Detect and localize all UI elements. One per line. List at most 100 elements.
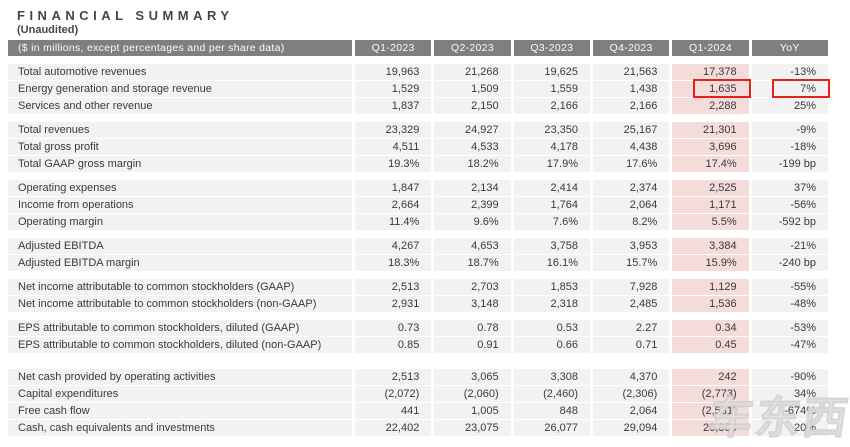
table-row: Total GAAP gross margin 19.3% 18.2% 17.9% 17… [8, 156, 828, 172]
cell: 8.2% [593, 214, 670, 230]
row-label: EPS attributable to common stockholders,… [8, 320, 352, 336]
cell: -21% [751, 238, 828, 254]
cell: 17.6% [593, 156, 670, 172]
row-label: Operating margin [8, 214, 352, 230]
table-row: Operating margin 11.4% 9.6% 7.6% 8.2% 5.5% -59… [8, 214, 828, 230]
page-subtitle: (Unaudited) [17, 24, 79, 36]
row-label: Total revenues [8, 122, 352, 138]
cell: 0.66 [513, 337, 590, 353]
cell: -18% [751, 139, 828, 155]
cell: 7% [751, 79, 830, 98]
cell: 2,374 [593, 180, 670, 196]
cell: -592 bp [751, 214, 828, 230]
cell: 26,077 [513, 420, 590, 436]
cell: (2,060) [434, 386, 511, 402]
cell: 4,533 [434, 139, 511, 155]
cell: 0.78 [434, 320, 511, 336]
table-row: Adjusted EBITDA margin 18.3% 18.7% 16.1% 15.… [8, 255, 828, 271]
cell: -9% [751, 122, 828, 138]
cell: 29,094 [593, 420, 670, 436]
cell: 4,267 [355, 238, 432, 254]
table-header-row: ($ in millions, except percentages and p… [8, 40, 828, 56]
table-row: Income from operations 2,664 2,399 1,764 2,0… [8, 197, 828, 213]
table-row: Energy generation and storage revenue 1,5… [8, 79, 830, 98]
cell: 848 [513, 403, 590, 419]
column-header: Q1-2024 [672, 40, 749, 56]
row-label: Services and other revenue [8, 98, 352, 114]
cell: 9.6% [434, 214, 511, 230]
cell: 1,559 [513, 81, 590, 97]
table-row: Total revenues 23,329 24,927 23,350 25,167 21… [8, 122, 828, 138]
cell: 4,511 [355, 139, 432, 155]
table-row: Free cash flow 441 1,005 848 2,064 (2,531) -67… [8, 403, 828, 419]
cell: 21,268 [434, 64, 511, 80]
cell: 17.4% [672, 156, 749, 172]
annotation-red-box [772, 79, 830, 98]
cell: 3,384 [672, 238, 749, 254]
table-row: Net cash provided by operating activitie… [8, 369, 828, 385]
cell: 2,513 [355, 369, 432, 385]
row-label: Cash, cash equivalents and investments [8, 420, 352, 436]
table-row: Cash, cash equivalents and investments 22… [8, 420, 828, 436]
cell: 17.9% [513, 156, 590, 172]
cell: 1,171 [672, 197, 749, 213]
row-label: Net income attributable to common stockh… [8, 296, 352, 312]
cell: 3,953 [593, 238, 670, 254]
cell: (2,531) [672, 403, 749, 419]
cell: 3,148 [434, 296, 511, 312]
row-label: Adjusted EBITDA [8, 238, 352, 254]
cell: 1,005 [434, 403, 511, 419]
cell: 25,167 [593, 122, 670, 138]
cell: (2,773) [672, 386, 749, 402]
cell: 18.3% [355, 255, 432, 271]
cell: 4,178 [513, 139, 590, 155]
cell: 1,438 [593, 81, 670, 97]
cell: 1,529 [355, 81, 432, 97]
cell: 3,065 [434, 369, 511, 385]
cell: -53% [751, 320, 828, 336]
cell: 2,703 [434, 279, 511, 295]
row-label: Operating expenses [8, 180, 352, 196]
cell: 1,847 [355, 180, 432, 196]
cell: 1,509 [434, 81, 511, 97]
row-label: Energy generation and storage revenue [8, 81, 352, 97]
cell: 34% [751, 386, 828, 402]
cell: 2.27 [593, 320, 670, 336]
row-label: Total GAAP gross margin [8, 156, 352, 172]
cell: 3,308 [513, 369, 590, 385]
row-label: Total gross profit [8, 139, 352, 155]
table-row: Net income attributable to common stockh… [8, 279, 828, 295]
cell: 2,064 [593, 197, 670, 213]
cell: 2,134 [434, 180, 511, 196]
cell: 23,350 [513, 122, 590, 138]
cell: 242 [672, 369, 749, 385]
cell: -55% [751, 279, 828, 295]
cell: (2,460) [513, 386, 590, 402]
cell: 21,563 [593, 64, 670, 80]
cell: 1,536 [672, 296, 749, 312]
cell: 3,696 [672, 139, 749, 155]
cell: 7,928 [593, 279, 670, 295]
row-label: Free cash flow [8, 403, 352, 419]
cell: 2,150 [434, 98, 511, 114]
cell: 24,927 [434, 122, 511, 138]
cell: (2,072) [355, 386, 432, 402]
column-header: Q2-2023 [434, 40, 511, 56]
cell: 7.6% [513, 214, 590, 230]
table-row: Net income attributable to common stockh… [8, 296, 828, 312]
table-row: Services and other revenue 1,837 2,150 2,16… [8, 98, 828, 114]
cell: -47% [751, 337, 828, 353]
row-label: Net cash provided by operating activitie… [8, 369, 352, 385]
cell: 18.2% [434, 156, 511, 172]
cell: -240 bp [751, 255, 828, 271]
cell: -199 bp [751, 156, 828, 172]
row-label: Net income attributable to common stockh… [8, 279, 352, 295]
cell: -56% [751, 197, 828, 213]
cell: 37% [751, 180, 828, 196]
cell: 4,653 [434, 238, 511, 254]
table-row: Total automotive revenues 19,963 21,268 19,… [8, 64, 828, 80]
cell: 15.7% [593, 255, 670, 271]
row-label: EPS attributable to common stockholders,… [8, 337, 352, 353]
cell: 1,635 [672, 79, 751, 98]
cell: 0.34 [672, 320, 749, 336]
